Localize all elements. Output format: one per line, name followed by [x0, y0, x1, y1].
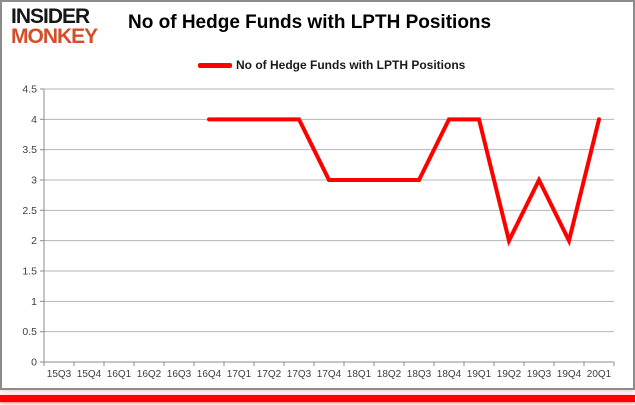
x-tick-label: 15Q3: [47, 369, 72, 380]
y-tick-label: 4: [31, 114, 37, 126]
y-tick-label: 3.5: [22, 144, 37, 156]
y-tick-label: 4.5: [22, 84, 37, 96]
x-tick-label: 15Q4: [77, 369, 102, 380]
x-tick-label: 19Q1: [467, 369, 492, 380]
x-tick-label: 18Q1: [347, 369, 372, 380]
y-tick-label: 3: [31, 175, 37, 187]
x-tick-label: 19Q4: [557, 369, 582, 380]
x-tick-label: 19Q2: [497, 369, 522, 380]
bottom-accent-bar: [0, 395, 635, 402]
x-tick-label: 16Q1: [107, 369, 132, 380]
data-line-series: [207, 117, 601, 247]
legend-line-swatch-icon: [198, 62, 232, 68]
y-tick-label: 1.5: [22, 266, 37, 278]
chart-canvas: 0 0.5 1 1.5 2 2.5 3 3.5 4 4.5 15Q3 15Q4 16Q1 16Q2 16Q3…: [22, 84, 615, 380]
legend: No of Hedge Funds with LPTH Positions: [198, 58, 465, 72]
x-tick-label: 17Q3: [287, 369, 312, 380]
x-tick-label: 20Q1: [587, 369, 612, 380]
x-tick-label: 18Q2: [377, 369, 402, 380]
y-tick-label: 2: [31, 235, 37, 247]
y-tick-label: 0.5: [22, 326, 37, 338]
y-tick-label: 0: [31, 357, 37, 369]
x-tick-label: 16Q2: [137, 369, 162, 380]
x-tick-label: 17Q4: [317, 369, 342, 380]
legend-label: No of Hedge Funds with LPTH Positions: [236, 58, 466, 72]
x-tick-label: 18Q3: [407, 369, 432, 380]
x-tick-label: 17Q2: [257, 369, 282, 380]
insider-monkey-logo: INSIDER MONKEY: [11, 5, 126, 48]
y-tick-label: 1: [31, 296, 37, 308]
y-tick-label: 2.5: [22, 205, 37, 217]
x-tick-label: 16Q3: [167, 369, 192, 380]
x-tick-label: 18Q4: [437, 369, 462, 380]
logo-line-monkey: MONKEY: [11, 24, 98, 48]
x-tick-label: 17Q1: [227, 369, 252, 380]
x-tick-label: 16Q4: [197, 369, 222, 380]
logo-line-insider: INSIDER: [11, 5, 90, 28]
x-tick-label: 19Q3: [527, 369, 552, 380]
chart-panel: INSIDER MONKEY No of Hedge Funds with LP…: [0, 0, 635, 390]
chart-title: No of Hedge Funds with LPTH Positions: [128, 12, 492, 33]
